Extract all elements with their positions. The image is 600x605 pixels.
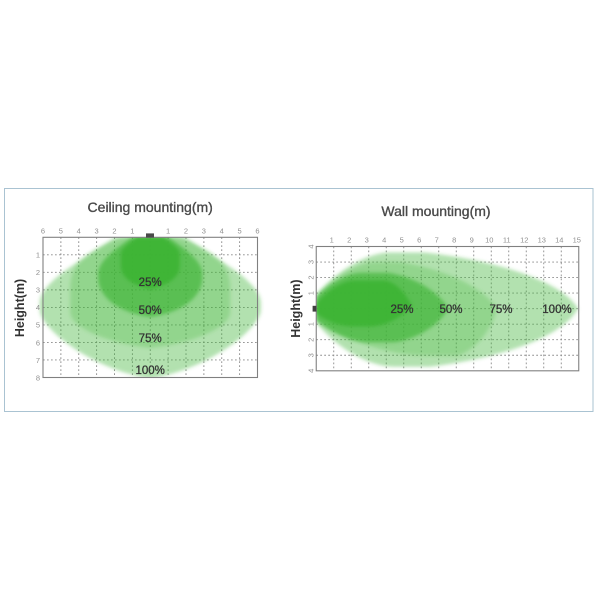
svg-text:5: 5: [238, 227, 242, 236]
svg-text:75%: 75%: [139, 333, 162, 345]
svg-text:8: 8: [36, 373, 40, 382]
svg-text:Ceiling mounting(m): Ceiling mounting(m): [88, 199, 213, 215]
svg-text:5: 5: [400, 236, 404, 245]
svg-text:12: 12: [520, 236, 528, 245]
svg-text:Height(m): Height(m): [13, 279, 27, 337]
svg-text:9: 9: [470, 236, 474, 245]
svg-text:Wall mounting(m): Wall mounting(m): [381, 203, 490, 219]
svg-text:25%: 25%: [139, 277, 162, 289]
svg-text:1: 1: [307, 291, 316, 295]
svg-text:25%: 25%: [390, 304, 413, 316]
svg-text:2: 2: [347, 236, 351, 245]
svg-text:6: 6: [417, 236, 421, 245]
svg-text:3: 3: [307, 353, 316, 357]
svg-text:6: 6: [255, 227, 259, 236]
svg-text:6: 6: [41, 227, 45, 236]
svg-text:1: 1: [166, 227, 170, 236]
svg-text:3: 3: [36, 286, 40, 295]
svg-text:2: 2: [112, 227, 116, 236]
svg-text:8: 8: [452, 236, 456, 245]
svg-text:2: 2: [184, 227, 188, 236]
svg-text:10: 10: [485, 236, 493, 245]
svg-text:1: 1: [307, 322, 316, 326]
svg-text:3: 3: [365, 236, 369, 245]
svg-text:1: 1: [36, 251, 40, 260]
svg-text:100%: 100%: [542, 304, 571, 316]
svg-text:2: 2: [36, 268, 40, 277]
svg-text:5: 5: [36, 321, 40, 330]
svg-text:75%: 75%: [489, 304, 512, 316]
svg-text:13: 13: [538, 236, 546, 245]
svg-text:6: 6: [36, 338, 40, 347]
svg-text:4: 4: [382, 236, 386, 245]
svg-text:2: 2: [307, 275, 316, 279]
svg-text:100%: 100%: [135, 365, 164, 377]
svg-text:7: 7: [435, 236, 439, 245]
svg-text:2: 2: [307, 338, 316, 342]
svg-text:4: 4: [36, 303, 40, 312]
svg-text:Height(m): Height(m): [289, 279, 303, 337]
svg-text:50%: 50%: [139, 305, 162, 317]
svg-text:3: 3: [307, 260, 316, 264]
svg-text:1: 1: [130, 227, 134, 236]
svg-text:3: 3: [95, 227, 99, 236]
svg-text:3: 3: [202, 227, 206, 236]
svg-text:50%: 50%: [439, 304, 462, 316]
svg-text:4: 4: [307, 369, 316, 373]
svg-text:4: 4: [77, 227, 81, 236]
svg-text:11: 11: [503, 236, 511, 245]
svg-text:5: 5: [59, 227, 63, 236]
svg-text:4: 4: [307, 244, 316, 248]
svg-text:4: 4: [220, 227, 224, 236]
svg-text:14: 14: [555, 236, 563, 245]
svg-text:15: 15: [573, 236, 581, 245]
svg-text:7: 7: [36, 356, 40, 365]
svg-text:1: 1: [330, 236, 334, 245]
